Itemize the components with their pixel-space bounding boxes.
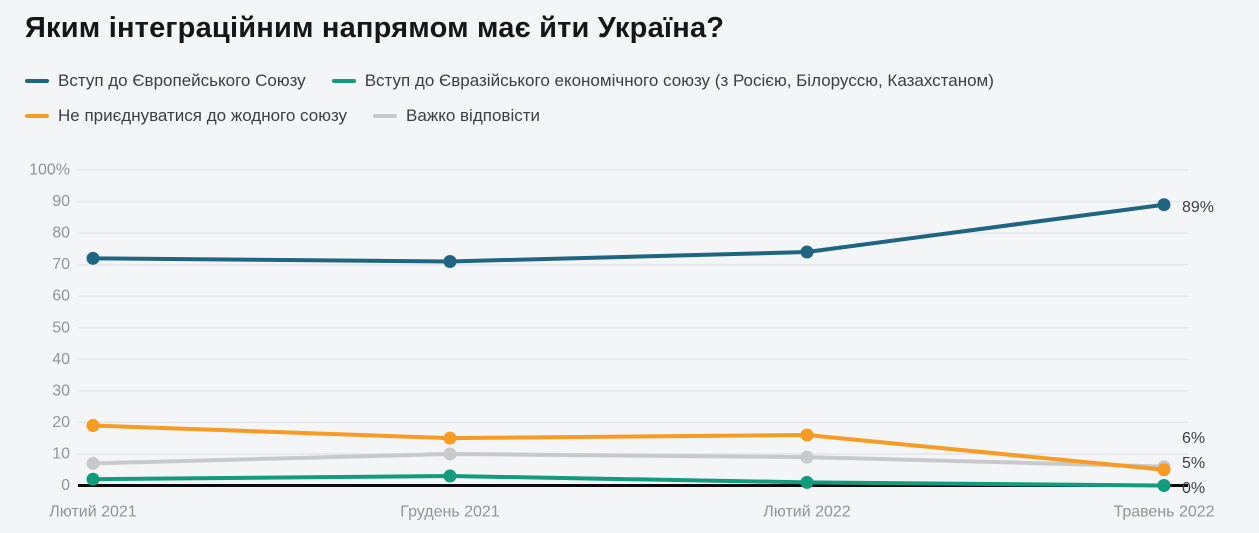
x-tick-label: Грудень 2021 (400, 504, 500, 521)
legend-item-1: Вступ до Євразійського економічного союз… (331, 71, 994, 91)
end-value-label: 5% (1182, 455, 1205, 472)
data-point-s2-0 (86, 419, 100, 433)
legend-label: Вступ до Євразійського економічного союз… (364, 71, 994, 90)
data-point-s1-2 (800, 475, 814, 489)
legend-swatch-icon (25, 79, 49, 83)
legend-item-0: Вступ до Європейського Союзу (25, 71, 306, 91)
end-value-label: 89% (1182, 199, 1214, 216)
data-point-s1-3 (1157, 479, 1171, 492)
y-tick-label: 10 (52, 445, 70, 462)
y-tick-label: 50 (52, 319, 70, 336)
data-point-s3-0 (86, 456, 100, 470)
legend-label: Важко відповісти (406, 106, 540, 125)
end-value-label: 0% (1182, 480, 1205, 497)
line-series-3 (91, 451, 1166, 469)
y-tick-label: 40 (52, 351, 70, 368)
y-tick-label: 20 (52, 414, 70, 431)
y-tick-label: 60 (52, 288, 70, 305)
data-point-s2-2 (800, 428, 814, 442)
line-series-2 (91, 423, 1166, 472)
y-tick-label: 0 (61, 477, 70, 494)
y-tick-label: 80 (52, 225, 70, 242)
line-series-1 (91, 474, 1166, 488)
y-tick-label: 90 (52, 193, 70, 210)
x-tick-label: Травень 2022 (1113, 504, 1214, 521)
legend: Вступ до Європейського Союзу Вступ до Євр… (25, 71, 1175, 126)
legend-label: Не приєднуватися до жодного союзу (58, 106, 348, 125)
legend-swatch-icon (25, 114, 49, 118)
x-tick-label: Лютий 2021 (49, 504, 136, 521)
legend-label: Вступ до Європейського Союзу (58, 71, 306, 90)
legend-item-2: Не приєднуватися до жодного союзу (25, 106, 347, 126)
x-tick-label: Лютий 2022 (763, 504, 850, 521)
chart-title: Яким інтеграційним напрямом має йти Укра… (25, 12, 725, 44)
data-point-s0-3 (1157, 198, 1171, 212)
data-point-s2-3 (1157, 463, 1171, 477)
end-value-label: 6% (1182, 430, 1205, 447)
data-point-s0-1 (443, 254, 457, 268)
data-point-s0-2 (800, 245, 814, 259)
y-tick-label: 30 (52, 382, 70, 399)
legend-item-3: Важко відповісти (373, 106, 540, 126)
data-point-s3-2 (800, 450, 814, 464)
line-series-0 (91, 202, 1166, 264)
data-point-s2-1 (443, 431, 457, 445)
legend-swatch-icon (331, 79, 356, 83)
y-tick-label: 70 (52, 256, 70, 273)
data-point-s1-1 (443, 469, 457, 483)
y-tick-label: 100% (29, 162, 70, 179)
data-point-s1-0 (86, 472, 100, 486)
data-point-s3-1 (443, 447, 457, 461)
legend-swatch-icon (373, 114, 398, 118)
data-point-s0-0 (86, 251, 100, 265)
